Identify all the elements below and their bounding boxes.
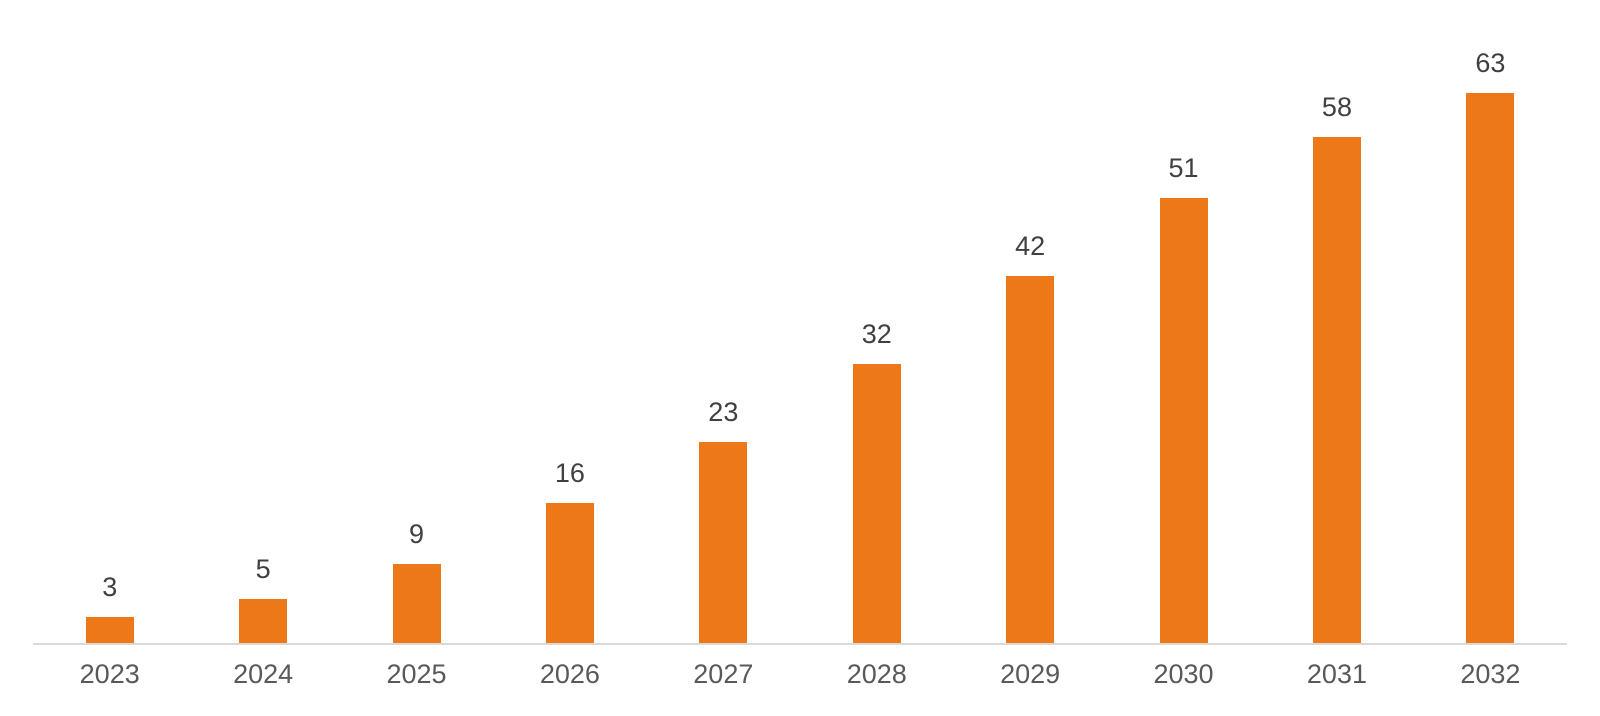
x-axis-tick-label: 2025 (386, 659, 447, 689)
bar-value-label: 5 (255, 554, 271, 584)
bar (852, 364, 901, 643)
bar (239, 599, 288, 643)
x-axis-tick-label: 2026 (539, 659, 600, 689)
bar-column: 5 (186, 0, 339, 643)
plot-area: 3 5 9 16 23 32 42 51 58 63 2023 2024 2025 2026 2027 20… (33, 0, 1567, 690)
bar-value-label: 58 (1321, 92, 1352, 122)
bar (1466, 93, 1515, 643)
bar-column: 3 (33, 0, 186, 643)
x-axis-line (33, 643, 1567, 645)
x-axis-tick-label: 2023 (79, 659, 140, 689)
bar-column: 42 (953, 0, 1106, 643)
bar-column: 32 (800, 0, 953, 643)
x-axis-tick-label: 2030 (1153, 659, 1214, 689)
x-axis-labels: 2023 2024 2025 2026 2027 2028 2029 2030 2031 2032 (33, 645, 1567, 690)
bar (1006, 276, 1055, 643)
x-axis-tick-label: 2032 (1460, 659, 1521, 689)
x-axis-tick-label: 2027 (693, 659, 754, 689)
bar-column: 16 (493, 0, 646, 643)
bar-value-label: 9 (409, 519, 425, 549)
bar-column: 9 (340, 0, 493, 643)
bar (85, 617, 134, 643)
bar-value-label: 23 (708, 397, 739, 427)
bar (392, 564, 441, 643)
bar-value-label: 32 (861, 319, 892, 349)
bar-value-label: 3 (102, 572, 118, 602)
bar-value-label: 16 (554, 458, 585, 488)
bar-column: 58 (1260, 0, 1413, 643)
x-axis-tick-label: 2024 (233, 659, 294, 689)
bar (1159, 198, 1208, 643)
bar-columns: 3 5 9 16 23 32 42 51 58 63 (33, 0, 1567, 643)
bar-column: 23 (647, 0, 800, 643)
bar-value-label: 51 (1168, 153, 1199, 183)
bar (699, 442, 748, 643)
x-axis-tick-label: 2031 (1306, 659, 1367, 689)
x-axis-tick-label: 2028 (846, 659, 907, 689)
bar-column: 51 (1107, 0, 1260, 643)
bar (545, 503, 594, 643)
bar (1312, 137, 1361, 643)
bar-column: 63 (1414, 0, 1567, 643)
x-axis-tick-label: 2029 (1000, 659, 1061, 689)
bar-value-label: 63 (1475, 48, 1506, 78)
bar-value-label: 42 (1015, 231, 1046, 261)
